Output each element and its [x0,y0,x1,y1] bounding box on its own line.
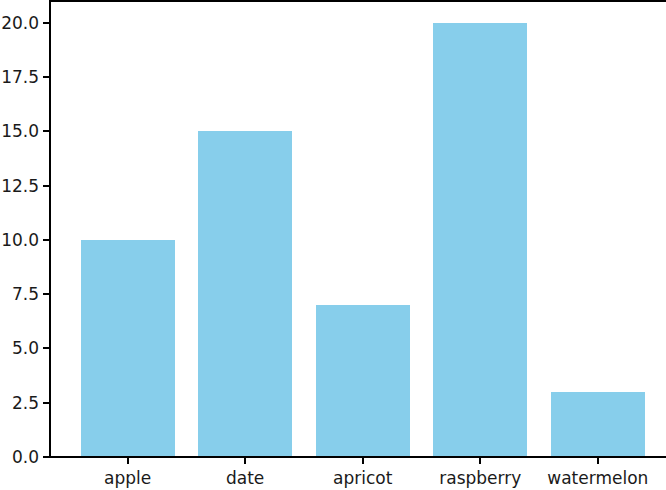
y-axis-spine [49,0,51,458]
bar-raspberry [433,23,527,456]
y-tick-mark [43,402,49,404]
y-tick-mark [43,239,49,241]
x-tick-mark [244,458,246,464]
y-tick-mark [43,22,49,24]
x-tick-label: apricot [298,468,428,488]
y-tick-label: 0.0 [0,447,39,467]
x-tick-mark [479,458,481,464]
y-tick-label: 12.5 [0,176,39,196]
y-tick-mark [43,76,49,78]
x-tick-label: apple [63,468,193,488]
x-axis-spine [49,456,666,458]
bar-apricot [316,305,410,456]
bar-date [198,131,292,456]
y-tick-label: 17.5 [0,67,39,87]
y-tick-label: 2.5 [0,393,39,413]
y-tick-mark [43,185,49,187]
y-tick-mark [43,456,49,458]
y-tick-label: 20.0 [0,13,39,33]
y-tick-mark [43,347,49,349]
y-tick-label: 10.0 [0,230,39,250]
bar-apple [81,240,175,456]
x-tick-mark [127,458,129,464]
y-tick-label: 7.5 [0,284,39,304]
x-tick-label: watermelon [533,468,663,488]
bar-watermelon [551,392,645,456]
x-tick-label: raspberry [415,468,545,488]
x-tick-label: date [180,468,310,488]
y-tick-label: 15.0 [0,121,39,141]
y-tick-mark [43,293,49,295]
bar-chart-figure: 0.0 2.5 5.0 7.5 10.0 12.5 15.0 17.5 20.0 appledat… [0,0,666,490]
y-tick-label: 5.0 [0,338,39,358]
x-tick-mark [597,458,599,464]
top-spine [49,0,666,2]
x-tick-mark [362,458,364,464]
y-tick-mark [43,130,49,132]
